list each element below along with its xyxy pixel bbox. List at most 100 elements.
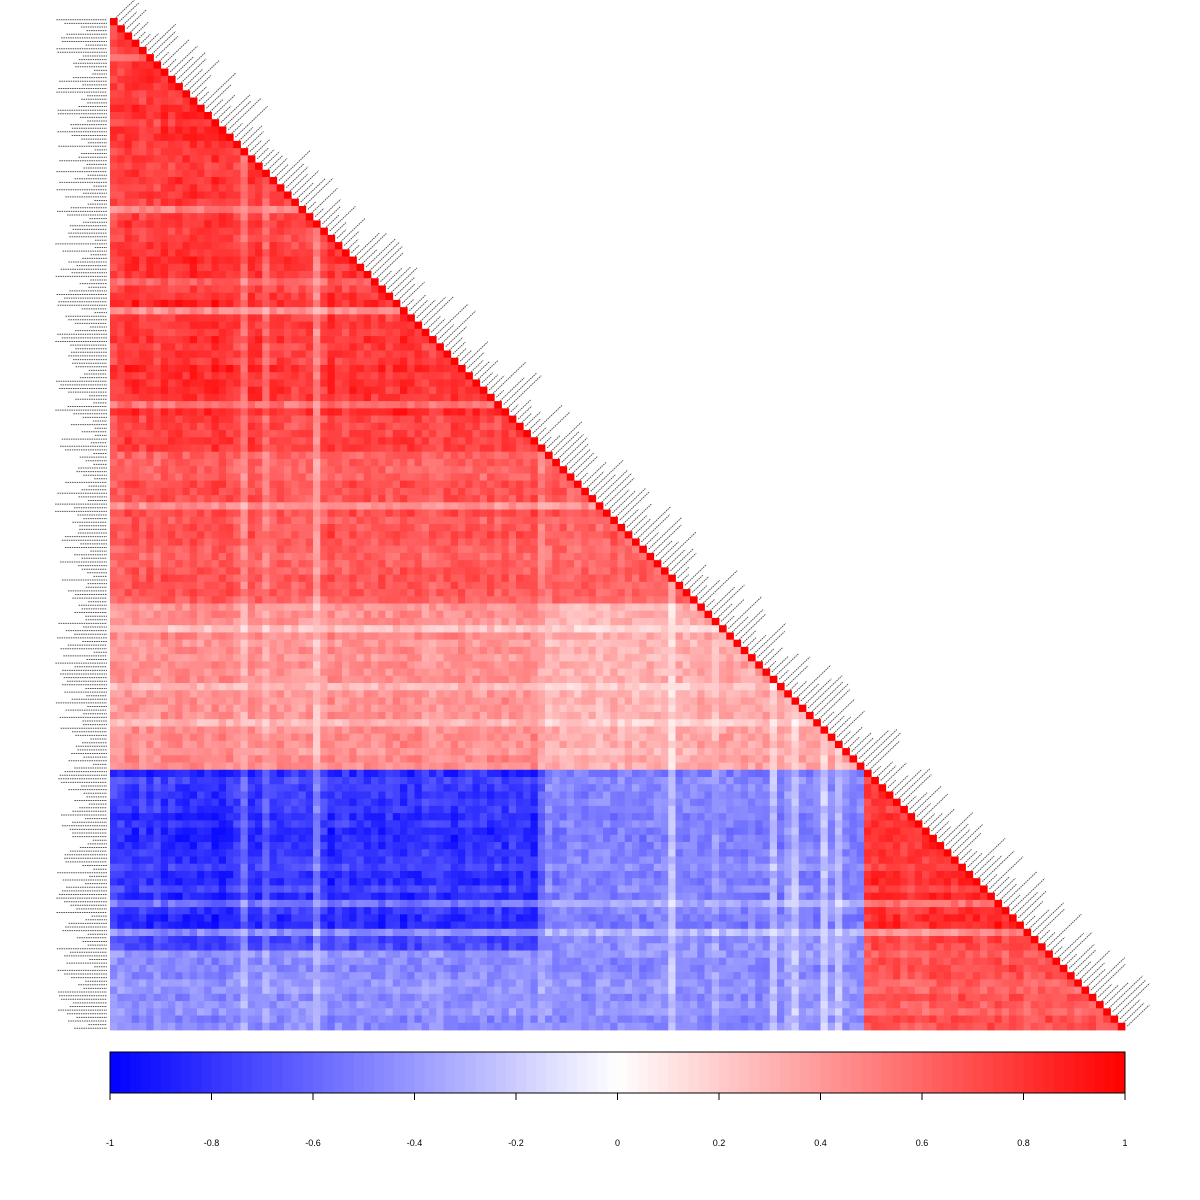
heatmap-cell <box>320 683 328 691</box>
heatmap-cell <box>305 610 314 619</box>
heatmap-cell <box>581 574 589 583</box>
heatmap-cell <box>385 350 394 359</box>
heatmap-cell <box>226 617 234 626</box>
heatmap-cell <box>363 545 372 554</box>
heatmap-cell <box>160 256 169 265</box>
heatmap-cell <box>291 256 299 265</box>
heatmap-cell <box>574 675 582 684</box>
heatmap-cell <box>653 668 662 677</box>
heatmap-cell <box>124 126 133 135</box>
heatmap-cell <box>349 567 357 575</box>
heatmap-cell <box>139 343 147 351</box>
heatmap-cell <box>465 617 473 626</box>
heatmap-cell <box>661 704 669 713</box>
heatmap-cell <box>334 364 343 373</box>
heatmap-cell <box>160 589 169 597</box>
heatmap-cell <box>269 719 278 727</box>
heatmap-cell <box>429 458 437 467</box>
heatmap-cell <box>530 502 539 510</box>
heatmap-cell <box>146 567 154 575</box>
heatmap-cell <box>363 343 372 351</box>
heatmap-cell <box>356 502 365 510</box>
heatmap-cell <box>168 719 176 727</box>
heatmap-cell <box>131 545 140 554</box>
heatmap-cell <box>124 711 133 720</box>
heatmap-cell <box>443 408 452 416</box>
heatmap-cell <box>211 668 220 677</box>
heatmap-cell <box>247 509 256 518</box>
heatmap-cell <box>139 545 147 554</box>
heatmap-cell <box>168 458 176 467</box>
heatmap-cell <box>240 654 249 662</box>
heatmap-cell <box>117 198 125 207</box>
heatmap-cell <box>443 639 452 648</box>
heatmap-cell <box>247 249 256 257</box>
heatmap-cell <box>624 538 633 547</box>
heatmap-cell <box>168 234 176 243</box>
heatmap-cell <box>450 596 459 604</box>
heatmap-cell <box>269 393 278 402</box>
heatmap-cell <box>131 386 140 395</box>
heatmap-cell <box>450 458 459 467</box>
heatmap-cell <box>545 646 553 655</box>
heatmap-cell <box>197 133 205 142</box>
heatmap-cell <box>146 177 154 185</box>
heatmap-cell <box>632 552 640 561</box>
heatmap-cell <box>240 480 249 489</box>
heatmap-cell <box>291 574 299 583</box>
heatmap-cell <box>153 336 162 344</box>
heatmap-cell <box>160 372 169 380</box>
heatmap-cell <box>197 668 205 677</box>
heatmap-cell <box>131 379 140 388</box>
heatmap-cell <box>269 632 278 641</box>
heatmap-cell <box>197 574 205 583</box>
heatmap-cell <box>211 169 220 178</box>
heatmap-cell <box>160 307 169 315</box>
heatmap-cell <box>392 531 401 539</box>
heatmap-cell <box>639 560 647 568</box>
heatmap-cell <box>131 90 140 98</box>
heatmap-cell <box>189 162 198 171</box>
heatmap-cell <box>407 733 415 742</box>
heatmap-cell <box>661 675 669 684</box>
heatmap-cell <box>182 242 191 250</box>
heatmap-cell <box>501 458 510 467</box>
heatmap-cell <box>298 422 307 431</box>
heatmap-cell <box>255 726 263 735</box>
heatmap-cell <box>146 639 154 648</box>
heatmap-cell <box>182 581 191 590</box>
heatmap-cell <box>197 516 205 525</box>
heatmap-cell <box>494 574 502 583</box>
heatmap-cell <box>298 444 307 453</box>
heatmap-cell <box>117 256 125 265</box>
heatmap-cell <box>146 299 154 308</box>
heatmap-cell <box>240 603 249 612</box>
heatmap-cell <box>342 444 350 453</box>
heatmap-cell <box>581 711 589 720</box>
heatmap-cell <box>378 364 386 373</box>
heatmap-cell <box>414 516 423 525</box>
heatmap-cell <box>153 61 162 69</box>
heatmap-cell <box>218 162 227 171</box>
heatmap-cell <box>313 386 321 395</box>
heatmap-cell <box>501 632 510 641</box>
heatmap-cell <box>131 336 140 344</box>
heatmap-cell <box>371 473 379 482</box>
heatmap-cell <box>226 451 234 460</box>
heatmap-cell <box>545 574 553 583</box>
heatmap-cell <box>189 422 198 431</box>
heatmap-cell <box>298 285 307 294</box>
heatmap-cell <box>313 711 321 720</box>
heatmap-cell <box>719 719 727 727</box>
heatmap-cell <box>371 430 379 438</box>
heatmap-cell <box>342 690 350 698</box>
heatmap-cell <box>269 321 278 330</box>
heatmap-cell <box>313 437 321 445</box>
heatmap-cell <box>117 364 125 373</box>
heatmap-cell <box>211 148 220 156</box>
heatmap-cell <box>255 256 263 265</box>
heatmap-cell <box>276 567 285 575</box>
heatmap-cell <box>124 538 133 547</box>
heatmap-cell <box>153 545 162 554</box>
heatmap-cell <box>697 661 705 669</box>
